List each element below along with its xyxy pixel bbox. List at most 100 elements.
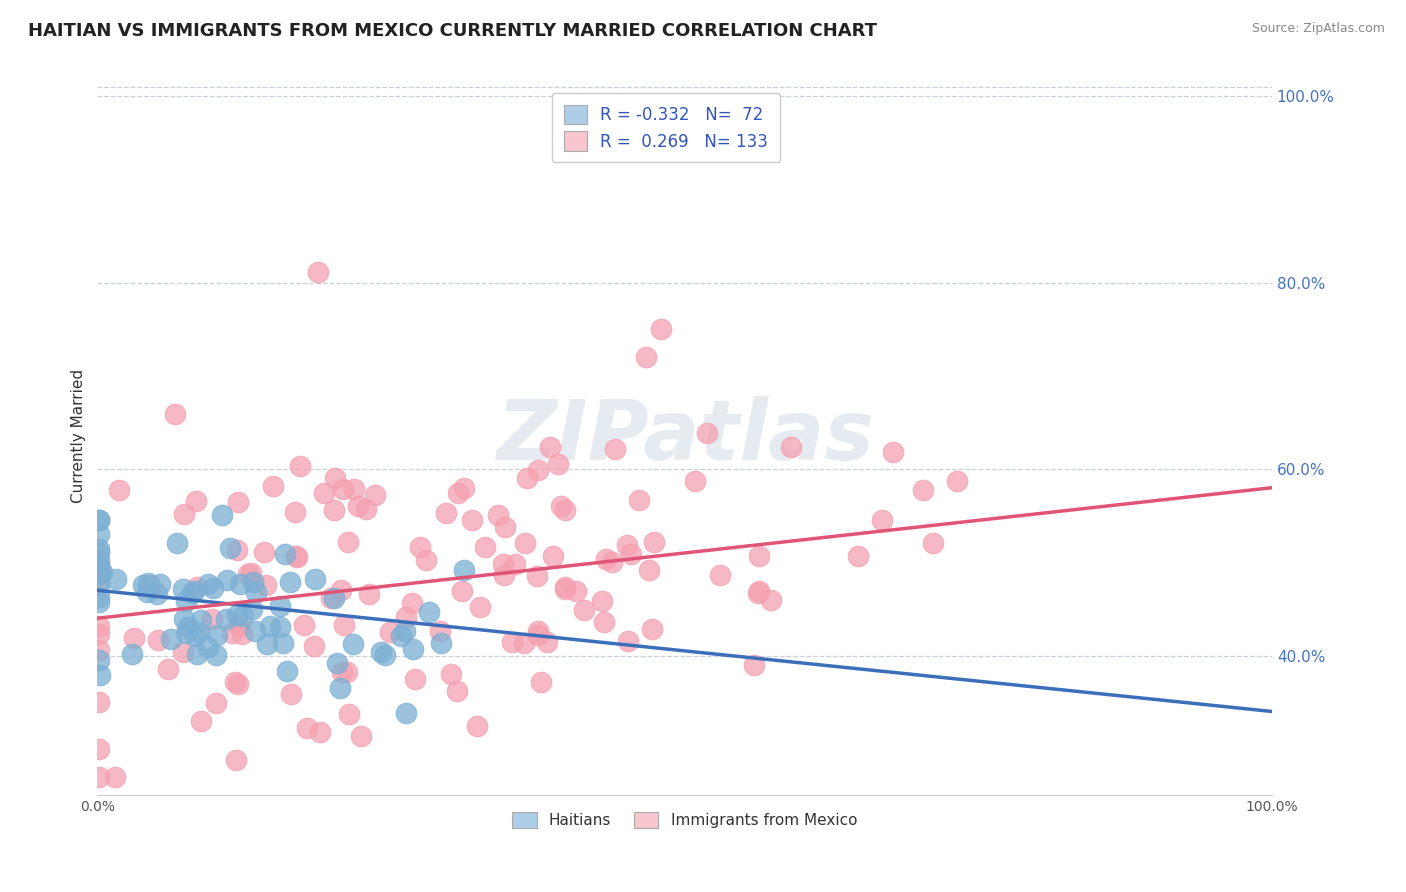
Point <box>87 560 110 574</box>
Point <box>215 612 238 626</box>
Point <box>404 672 426 686</box>
Point <box>87 558 110 573</box>
Point <box>389 629 412 643</box>
Point <box>696 425 718 440</box>
Point <box>225 543 247 558</box>
Point <box>165 408 187 422</box>
Point <box>453 563 475 577</box>
Point <box>872 513 894 527</box>
Point <box>240 601 263 615</box>
Point <box>107 483 129 497</box>
Point <box>309 725 332 739</box>
Point <box>186 494 208 508</box>
Point <box>627 493 650 508</box>
Point <box>527 463 550 477</box>
Point <box>333 618 356 632</box>
Point <box>285 549 308 564</box>
Point <box>87 541 110 556</box>
Point <box>186 580 208 594</box>
Point <box>149 577 172 591</box>
Point <box>297 722 319 736</box>
Point <box>394 624 416 639</box>
Point <box>87 695 110 709</box>
Point <box>354 502 377 516</box>
Point <box>527 624 550 639</box>
Point <box>761 593 783 607</box>
Point <box>453 481 475 495</box>
Point <box>228 577 250 591</box>
Point <box>912 483 935 498</box>
Point <box>87 545 110 559</box>
Point <box>219 541 242 555</box>
Point <box>197 577 219 591</box>
Point <box>145 587 167 601</box>
Point <box>174 594 197 608</box>
Point <box>139 578 162 592</box>
Point <box>638 563 661 577</box>
Point <box>343 482 366 496</box>
Point <box>380 625 402 640</box>
Point <box>280 687 302 701</box>
Point <box>90 566 112 580</box>
Point <box>550 499 572 513</box>
Point <box>262 479 284 493</box>
Point <box>87 595 110 609</box>
Point <box>446 486 468 500</box>
Point <box>541 549 564 564</box>
Point <box>600 555 623 569</box>
Point <box>321 591 343 606</box>
Point <box>87 770 110 784</box>
Point <box>554 582 576 596</box>
Point <box>278 574 301 589</box>
Point <box>211 508 233 522</box>
Point <box>617 634 640 648</box>
Point <box>330 665 353 680</box>
Point <box>87 576 110 591</box>
Point <box>87 552 110 566</box>
Point <box>87 527 110 541</box>
Point <box>104 770 127 784</box>
Point <box>285 549 308 563</box>
Point <box>190 714 212 729</box>
Point <box>238 566 260 581</box>
Point <box>87 642 110 657</box>
Point <box>486 508 509 522</box>
Point <box>450 584 472 599</box>
Point <box>87 653 110 667</box>
Point <box>160 632 183 646</box>
Point <box>201 611 224 625</box>
Point <box>650 322 672 336</box>
Point <box>748 549 770 563</box>
Point <box>357 587 380 601</box>
Point <box>513 636 536 650</box>
Point <box>231 626 253 640</box>
Point <box>538 440 561 454</box>
Point <box>146 632 169 647</box>
Point <box>87 577 110 591</box>
Point <box>554 581 576 595</box>
Point <box>87 742 110 756</box>
Point <box>225 753 247 767</box>
Point <box>205 648 228 662</box>
Text: Source: ZipAtlas.com: Source: ZipAtlas.com <box>1251 22 1385 36</box>
Point <box>430 636 453 650</box>
Point <box>636 350 658 364</box>
Point <box>173 507 195 521</box>
Point <box>259 619 281 633</box>
Point <box>89 668 111 682</box>
Point <box>304 640 326 654</box>
Point <box>744 657 766 672</box>
Point <box>530 675 553 690</box>
Point <box>554 503 576 517</box>
Point <box>269 619 291 633</box>
Point <box>87 627 110 641</box>
Point <box>620 547 643 561</box>
Y-axis label: Currently Married: Currently Married <box>72 369 86 503</box>
Point <box>326 656 349 670</box>
Point <box>350 729 373 743</box>
Point <box>516 471 538 485</box>
Point <box>429 624 451 639</box>
Point <box>418 605 440 619</box>
Point <box>945 474 967 488</box>
Point <box>87 558 110 573</box>
